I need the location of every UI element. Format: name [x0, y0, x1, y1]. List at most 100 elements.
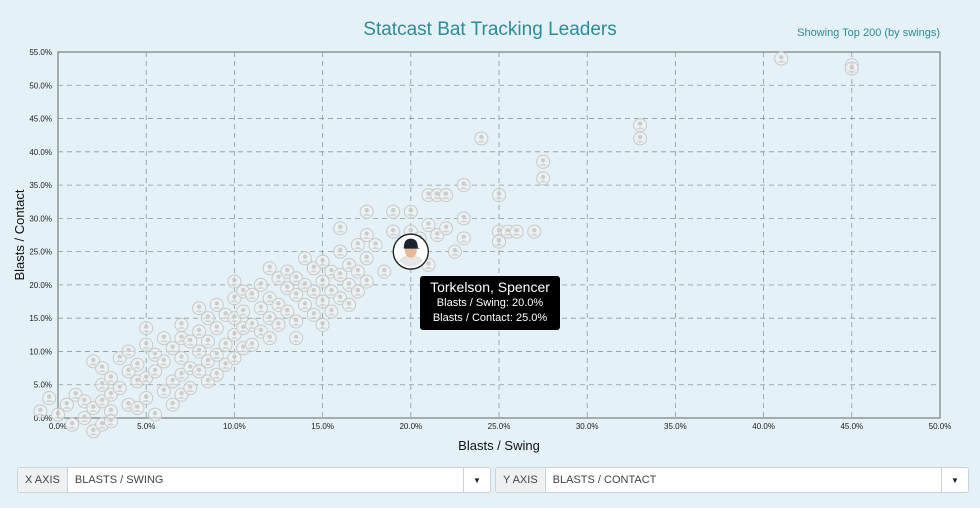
player-point[interactable] [262, 291, 277, 306]
player-point[interactable] [386, 224, 401, 239]
player-point[interactable] [289, 331, 304, 346]
player-point[interactable] [130, 401, 145, 416]
player-point[interactable] [844, 61, 859, 76]
player-point[interactable] [315, 274, 330, 289]
player-point[interactable] [297, 251, 312, 266]
player-point[interactable] [315, 317, 330, 332]
player-point[interactable] [253, 301, 268, 316]
player-point[interactable] [315, 294, 330, 309]
player-point[interactable] [42, 391, 57, 406]
player-point[interactable] [121, 344, 136, 359]
player-point[interactable] [342, 297, 357, 312]
player-point[interactable] [183, 381, 198, 396]
player-point[interactable] [148, 407, 163, 422]
player-point[interactable] [262, 331, 277, 346]
player-point[interactable] [359, 251, 374, 266]
player-point[interactable] [218, 337, 233, 352]
x-axis-value[interactable]: BLASTS / SWING [74, 474, 164, 486]
player-point[interactable] [139, 391, 154, 406]
player-point[interactable] [456, 211, 471, 226]
y-axis-select[interactable]: Y AXIS BLASTS / CONTACT ▼ [495, 467, 969, 493]
player-point[interactable] [209, 347, 224, 362]
player-point[interactable] [509, 224, 524, 239]
player-point[interactable] [236, 304, 251, 319]
player-point[interactable] [333, 221, 348, 236]
player-point[interactable] [245, 317, 260, 332]
player-point[interactable] [33, 404, 48, 419]
player-point[interactable] [447, 244, 462, 259]
player-point[interactable] [139, 321, 154, 336]
player-point[interactable] [209, 321, 224, 336]
player-point[interactable] [474, 131, 489, 146]
chevron-down-icon[interactable]: ▼ [463, 468, 490, 492]
player-point[interactable] [456, 178, 471, 193]
player-point[interactable] [633, 131, 648, 146]
player-point[interactable] [112, 381, 127, 396]
player-point[interactable] [333, 267, 348, 282]
player-point[interactable] [315, 254, 330, 269]
x-axis-select[interactable]: X AXIS BLASTS / SWING ▼ [17, 467, 491, 493]
player-point[interactable] [192, 344, 207, 359]
player-point[interactable] [156, 354, 171, 369]
player-point[interactable] [200, 334, 215, 349]
player-point[interactable] [306, 284, 321, 299]
player-point[interactable] [227, 351, 242, 366]
player-point[interactable] [192, 301, 207, 316]
player-point[interactable] [156, 384, 171, 399]
player-point[interactable] [271, 297, 286, 312]
player-point[interactable] [227, 274, 242, 289]
player-point[interactable] [130, 357, 145, 372]
player-point[interactable] [192, 324, 207, 339]
player-point[interactable] [183, 334, 198, 349]
player-point[interactable] [280, 304, 295, 319]
player-point[interactable] [262, 261, 277, 276]
player-point[interactable] [527, 224, 542, 239]
player-point[interactable] [350, 284, 365, 299]
player-point[interactable] [200, 311, 215, 326]
player-point[interactable] [253, 277, 268, 292]
player-point[interactable] [209, 297, 224, 312]
player-point[interactable] [536, 154, 551, 169]
player-point[interactable] [289, 314, 304, 329]
player-point[interactable] [174, 317, 189, 332]
player-point[interactable] [289, 287, 304, 302]
player-point[interactable] [359, 204, 374, 219]
player-point[interactable] [139, 337, 154, 352]
player-point[interactable] [359, 274, 374, 289]
player-point[interactable] [156, 331, 171, 346]
player-point[interactable] [165, 341, 180, 356]
player-point[interactable] [368, 237, 383, 252]
player-point[interactable] [103, 414, 118, 429]
player-point[interactable] [492, 188, 506, 203]
player-point[interactable] [456, 231, 471, 246]
player-point[interactable] [324, 304, 339, 319]
player-point[interactable] [77, 411, 92, 425]
player-point[interactable] [165, 397, 180, 412]
player-point[interactable] [333, 244, 348, 259]
player-point[interactable] [95, 361, 110, 376]
player-point[interactable] [492, 234, 506, 249]
player-point[interactable] [297, 297, 312, 312]
player-point[interactable] [359, 228, 374, 242]
player-point[interactable] [59, 397, 74, 412]
player-point[interactable] [439, 221, 454, 236]
player-point[interactable] [192, 364, 207, 379]
player-point[interactable] [51, 407, 65, 422]
player-point[interactable] [774, 51, 789, 66]
player-point[interactable] [536, 171, 551, 186]
highlighted-player-avatar[interactable] [392, 233, 429, 270]
player-point[interactable] [439, 188, 454, 203]
player-point[interactable] [245, 337, 260, 352]
player-point[interactable] [271, 317, 286, 332]
player-point[interactable] [103, 371, 118, 386]
y-axis-value[interactable]: BLASTS / CONTACT [552, 474, 657, 486]
player-point[interactable] [403, 204, 418, 219]
player-point[interactable] [174, 351, 189, 366]
player-point[interactable] [350, 237, 365, 252]
player-point[interactable] [421, 218, 436, 233]
player-point[interactable] [245, 287, 260, 302]
player-point[interactable] [65, 417, 80, 432]
player-point[interactable] [377, 264, 392, 279]
player-point[interactable] [386, 204, 401, 219]
player-point[interactable] [633, 118, 648, 133]
